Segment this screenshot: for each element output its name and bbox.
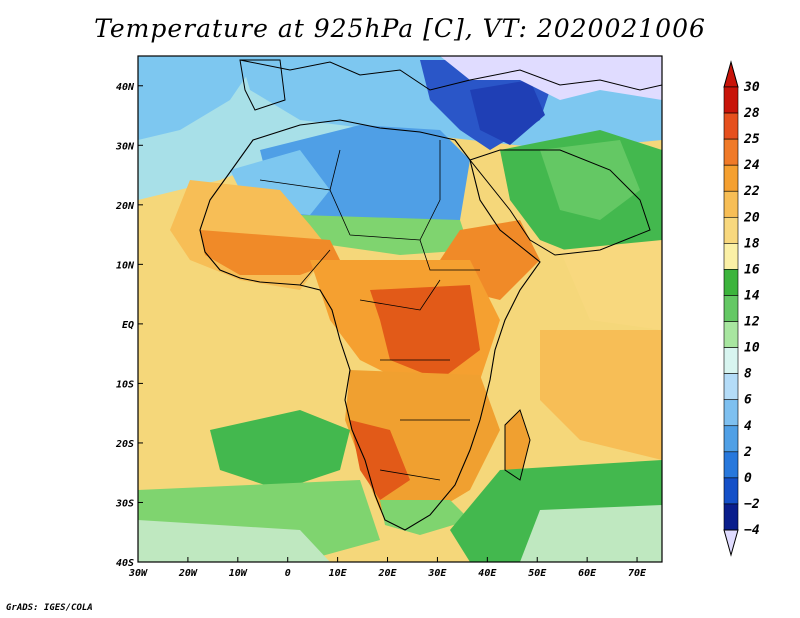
lat-tick-label: 40N: [116, 82, 135, 93]
lon-tick-label: 10E: [329, 568, 348, 579]
levant-cold: [440, 56, 662, 100]
lon-tick-label: 30E: [427, 568, 447, 579]
lat-tick-label: 10N: [116, 260, 135, 271]
europe-outline: [239, 59, 662, 91]
madagascar: [505, 410, 530, 480]
colorbar-swatch: [723, 399, 739, 427]
colorbar-level-label: 0: [744, 471, 752, 486]
arabia-outline: [469, 149, 651, 256]
colorbar-level-label: 25: [743, 132, 760, 147]
levant-dark: [470, 80, 545, 145]
colorbar-level-label: 28: [743, 106, 760, 121]
colorbar-level-label: −2: [744, 497, 760, 512]
lon-tick-label: 70E: [628, 568, 647, 579]
latitude-axis: 40N 30N 20N 10N EQ 10S 20S 30S 40S: [115, 82, 143, 569]
colorbar-swatch: [723, 86, 739, 114]
colorbar-swatch: [723, 347, 739, 374]
lat-tick-label: EQ: [122, 320, 134, 331]
country-borders: [259, 140, 480, 481]
longitude-axis: 30W 20W 10W 0 10E 20E 30E 40E 50E 60E 70E: [128, 557, 647, 579]
lon-tick-label: 10W: [229, 568, 248, 579]
credit-text: GrADS: IGES/COLA: [6, 603, 93, 613]
colorbar-swatch: [723, 425, 739, 453]
colorbar-level-label: 22: [743, 184, 760, 199]
colorbar-swatch: [723, 295, 739, 322]
north-atlantic-blue: [138, 56, 260, 140]
colorbar-level-label: 8: [744, 367, 752, 382]
lon-tick-label: 30W: [128, 568, 148, 579]
colorbar-swatch: [723, 269, 739, 296]
congo-hot: [370, 285, 480, 380]
lon-tick-label: 60E: [578, 568, 597, 579]
lat-tick-label: 40S: [116, 558, 134, 569]
colorbar-level-label: 4: [744, 419, 752, 434]
colorbar-swatch: [723, 451, 739, 479]
map-frame: [137, 55, 663, 563]
colorbar-swatch: [723, 112, 739, 140]
southern-light: [138, 520, 330, 562]
colorbar-level-label: 10: [744, 341, 760, 356]
colorbar-level-label: 12: [744, 315, 760, 330]
lon-tick-label: 40E: [478, 568, 497, 579]
iberia-outline: [239, 59, 286, 111]
lat-tick-label: 20S: [115, 439, 134, 450]
colorbar-level-label: 20: [743, 210, 760, 225]
south-indian-light: [520, 505, 662, 562]
colorbar-swatch: [723, 216, 739, 244]
lat-tick-label: 30S: [115, 498, 134, 509]
colorbar-level-label: 6: [744, 393, 752, 408]
indian-ocean-warm: [540, 330, 662, 460]
colorbar-swatch: [723, 164, 739, 192]
africa-coastline: [199, 119, 541, 531]
lat-tick-label: 10S: [116, 379, 134, 390]
south-atlantic-green: [210, 410, 350, 490]
colorbar-level-label: 14: [744, 288, 760, 303]
colorbar-level-label: 2: [743, 445, 752, 460]
lon-tick-label: 20W: [178, 568, 198, 579]
indian-ocean-north: [560, 240, 662, 330]
colorbar-level-label: 18: [744, 236, 760, 251]
lat-tick-label: 30N: [115, 141, 135, 152]
colorbar-swatch: [723, 138, 739, 166]
colorbar-level-label: 24: [743, 158, 760, 173]
temperature-field: [138, 56, 662, 562]
colorbar-swatch: [723, 373, 739, 401]
map-title: Temperature at 925hPa [C], VT: 202002100…: [94, 14, 706, 43]
colorbar-level-label: 16: [744, 262, 760, 277]
colorbar-under-triangle: [723, 529, 739, 557]
arabia-light: [540, 140, 640, 220]
colorbar-swatch: [723, 190, 739, 218]
colorbar-swatch: [723, 321, 739, 348]
colorbar-over-triangle: [723, 60, 739, 88]
colorbar-swatch: [723, 243, 739, 270]
colorbar-level-label: 30: [743, 80, 760, 95]
lon-tick-label: 20E: [377, 568, 397, 579]
lon-tick-label: 0: [285, 568, 291, 579]
lon-tick-label: 50E: [528, 568, 547, 579]
namibia-hot: [350, 420, 410, 500]
sahel-hot: [200, 230, 340, 275]
colorbar-level-label: −4: [744, 523, 760, 538]
madagascar-outline: [504, 409, 531, 481]
colorbar-swatch: [723, 477, 739, 505]
colorbar-swatch: [723, 503, 739, 531]
lat-tick-label: 20N: [115, 201, 135, 212]
